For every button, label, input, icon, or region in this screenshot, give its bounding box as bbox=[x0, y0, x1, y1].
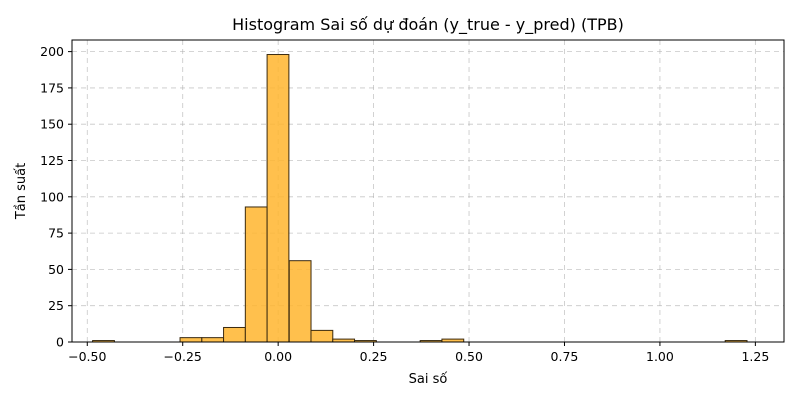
x-tick-label: 0.25 bbox=[360, 349, 388, 364]
x-tick-label: 1.25 bbox=[741, 349, 769, 364]
x-axis-label: Sai số bbox=[409, 372, 448, 387]
histogram-bar bbox=[179, 337, 203, 343]
y-tick-label: 200 bbox=[40, 44, 64, 59]
y-tick-label: 25 bbox=[48, 298, 64, 313]
x-tick-label: 0.75 bbox=[551, 349, 579, 364]
histogram-bar bbox=[201, 337, 225, 343]
x-tick-label: 0.50 bbox=[455, 349, 483, 364]
y-tick-label: 150 bbox=[40, 117, 64, 132]
histogram-bar bbox=[223, 326, 246, 343]
y-tick-label: 0 bbox=[56, 335, 64, 350]
y-tick-label: 125 bbox=[40, 153, 64, 168]
histogram-bar bbox=[244, 206, 268, 343]
x-tick-label: 1.00 bbox=[646, 349, 674, 364]
x-tick-label: −0.50 bbox=[68, 349, 106, 364]
grid-lines bbox=[72, 40, 784, 343]
y-axis-ticks: 0 25 50 75 100 125 150 175 200 bbox=[40, 44, 72, 350]
x-axis-ticks: −0.50 −0.25 0.00 0.25 0.50 0.75 1.00 1.25 bbox=[68, 342, 769, 364]
y-tick-label: 100 bbox=[40, 189, 64, 204]
x-tick-label: 0.00 bbox=[264, 349, 292, 364]
y-axis-label: Tần suất bbox=[14, 163, 29, 220]
x-tick-label: −0.25 bbox=[164, 349, 202, 364]
y-tick-label: 50 bbox=[48, 262, 64, 277]
histogram-bar bbox=[310, 329, 334, 343]
chart-title: Histogram Sai số dự đoán (y_true - y_pre… bbox=[232, 15, 624, 35]
histogram-bar bbox=[266, 54, 290, 343]
plot-frame bbox=[71, 39, 785, 343]
histogram-bars bbox=[92, 54, 748, 343]
y-tick-label: 75 bbox=[48, 226, 64, 241]
histogram-bar bbox=[288, 260, 312, 343]
y-tick-label: 175 bbox=[40, 80, 64, 95]
